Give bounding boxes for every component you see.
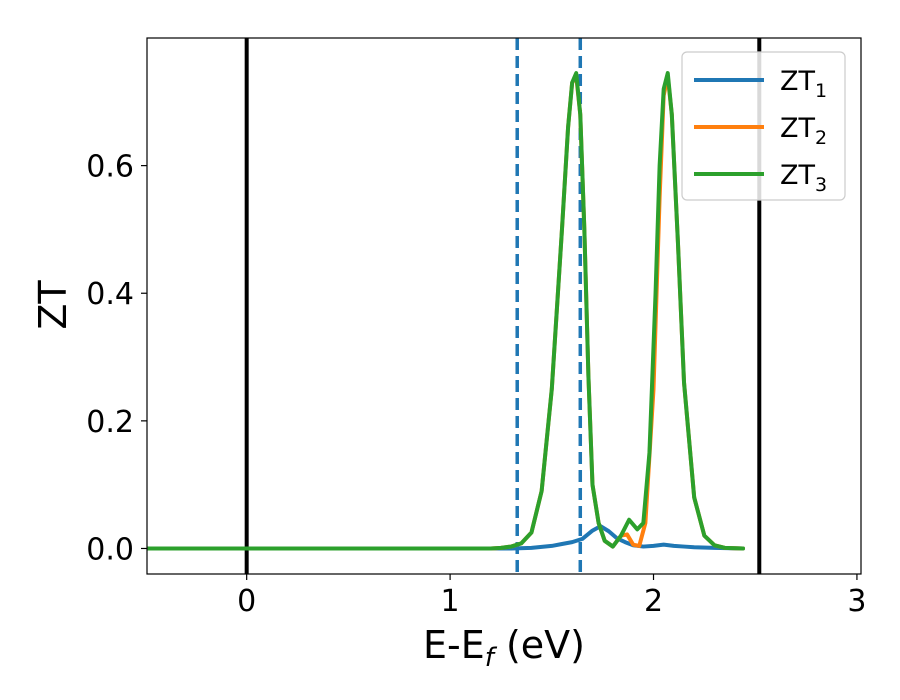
x-tick-label: 0	[237, 584, 256, 619]
x-axis-label-rest: (eV)	[494, 623, 585, 667]
x-tick-label: 3	[847, 584, 866, 619]
series-line-zt1	[147, 524, 746, 551]
x-tick-label: 1	[441, 584, 460, 619]
axis-ticks: 0 1 2 3 0.0 0.2 0.4 0.6	[86, 150, 866, 619]
y-tick-label: 0.6	[86, 150, 134, 185]
y-tick-label: 0.0	[86, 532, 134, 567]
y-tick-label: 0.4	[86, 277, 134, 312]
legend-label-zt3: ZT3	[780, 160, 827, 196]
y-axis-label: ZT	[31, 280, 75, 330]
plot-area	[147, 38, 762, 574]
axes-frame	[146, 37, 862, 575]
x-axis-label: E-Ef (eV)	[423, 623, 585, 673]
x-tick-label: 2	[644, 584, 663, 619]
axes-border	[146, 37, 862, 575]
x-axis-label-main: E-E	[423, 623, 485, 667]
series-line-zt3	[147, 71, 746, 551]
legend-label-zt1: ZT1	[780, 66, 827, 102]
legend: ZT1 ZT2 ZT3	[681, 51, 846, 201]
legend-label-zt2: ZT2	[780, 113, 827, 149]
y-tick-label: 0.2	[86, 405, 134, 440]
